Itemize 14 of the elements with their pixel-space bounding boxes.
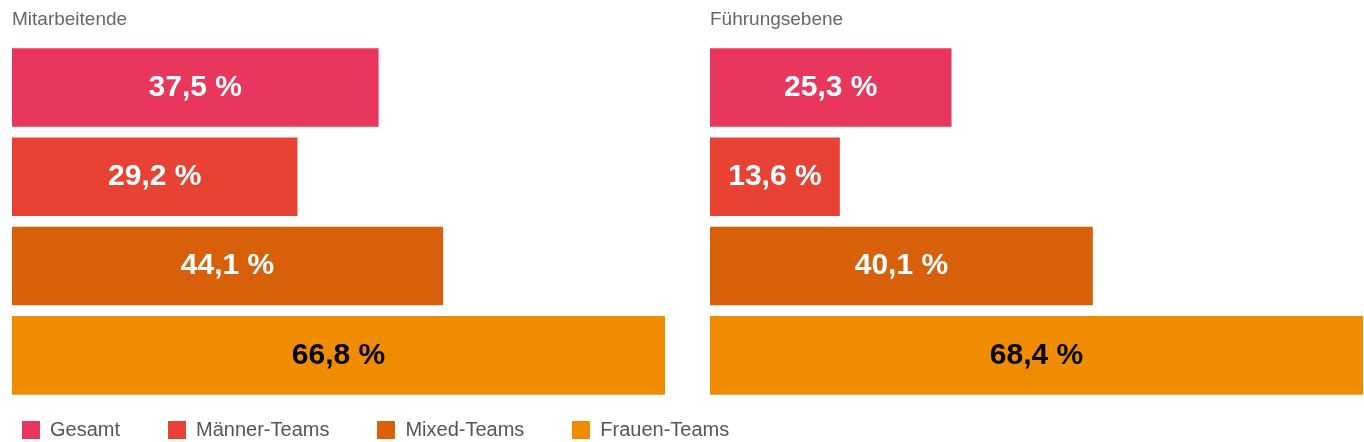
legend-label: Männer-Teams: [196, 418, 330, 441]
legend-label: Frauen-Teams: [600, 418, 730, 441]
data-label: 66,8 %: [291, 336, 386, 370]
legend-label: Mixed-Teams: [405, 418, 525, 441]
data-label: 44,1 %: [180, 247, 275, 281]
data-label: 37,5 %: [148, 68, 242, 102]
legend-label: Gesamt: [50, 418, 121, 441]
chart-title: Mitarbeitende: [12, 7, 128, 29]
data-label: 40,1 %: [854, 247, 949, 281]
data-label: 25,3 %: [784, 68, 878, 102]
chart-title: Führungsebene: [710, 7, 844, 29]
data-label: 13,6 %: [728, 158, 822, 192]
data-label: 29,2 %: [108, 158, 202, 192]
data-label: 68,4 %: [989, 336, 1084, 370]
